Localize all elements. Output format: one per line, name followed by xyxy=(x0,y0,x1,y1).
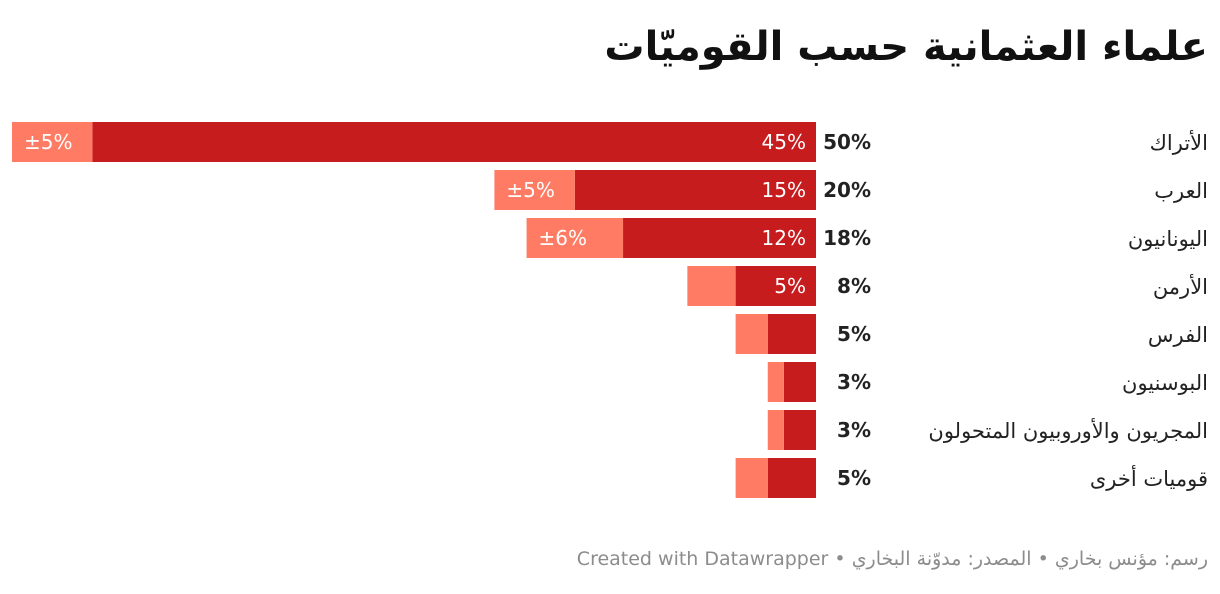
bar-main xyxy=(767,314,816,354)
bar-margin-label: ±5% xyxy=(24,130,73,154)
bar-total-label: 20% xyxy=(823,178,871,202)
bar-total-label: 8% xyxy=(837,274,871,298)
footer: رسم: مؤنس بخاري • المصدر: مدوّنة البخاري… xyxy=(577,548,1208,570)
bar-margin xyxy=(767,410,784,450)
bar-total-label: 5% xyxy=(837,322,871,346)
bar-total-label: 50% xyxy=(823,130,871,154)
bar-main xyxy=(767,458,816,498)
bar-total-label: 3% xyxy=(837,370,871,394)
bar-main xyxy=(623,218,816,258)
bar-total-label: 3% xyxy=(837,418,871,442)
bar-total-label: 5% xyxy=(837,466,871,490)
footer-tool: Created with Datawrapper xyxy=(576,548,829,570)
category-label: قوميات أخرى xyxy=(1090,465,1208,491)
category-label: الفرس xyxy=(1148,323,1208,347)
footer-separator: • xyxy=(1037,548,1049,570)
bar-value-label: 45% xyxy=(762,130,806,154)
category-label: العرب xyxy=(1154,179,1208,203)
bar-main xyxy=(92,122,816,162)
bar-total-label: 18% xyxy=(823,226,871,250)
bar-margin xyxy=(12,122,93,162)
category-label: اليونانيون xyxy=(1128,227,1208,251)
bar-margin xyxy=(735,458,768,498)
bar-margin-label: ±5% xyxy=(506,178,555,202)
footer-credit: رسم: مؤنس بخاري xyxy=(1054,548,1208,570)
category-label: الأرمن xyxy=(1153,274,1208,299)
chart-title: علماء العثمانية حسب القوميّات xyxy=(604,24,1208,70)
bar-margin-label: ±6% xyxy=(539,226,588,250)
bar-main xyxy=(783,362,816,402)
category-label: البوسنيون xyxy=(1122,371,1208,395)
bar-main xyxy=(735,266,816,306)
bar-value-label: 12% xyxy=(762,226,806,250)
bar-margin xyxy=(526,218,624,258)
bar-margin xyxy=(494,170,575,210)
footer-source: المصدر: مدوّنة البخاري xyxy=(851,548,1032,570)
bar-value-label: 5% xyxy=(774,274,806,298)
bar-value-label: 15% xyxy=(762,178,806,202)
bar-margin xyxy=(767,362,784,402)
bar-main xyxy=(783,410,816,450)
category-label: الأتراك xyxy=(1150,130,1208,155)
bar-margin xyxy=(735,314,768,354)
bar-margin xyxy=(687,266,736,306)
category-label: المجريون والأوروبيون المتحولون xyxy=(928,418,1208,443)
footer-separator: • xyxy=(834,548,846,570)
bar-main xyxy=(574,170,816,210)
